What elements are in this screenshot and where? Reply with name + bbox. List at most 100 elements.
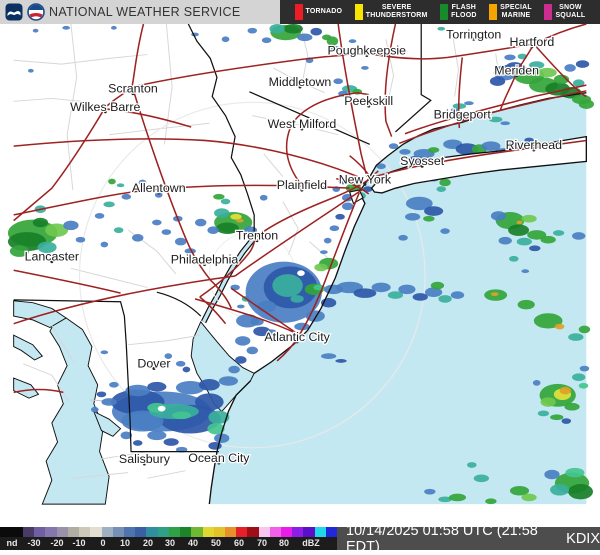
radar-echo [521,214,537,223]
legend-label: TORNADO [305,7,343,15]
city-dot [365,53,369,58]
radar-echo [216,222,239,234]
radar-echo [509,485,530,496]
radar-echo [516,237,532,246]
city-label-wilkes-barre: Wilkes Barre [70,100,140,114]
radar-echo [174,237,187,246]
upper-chesapeake [13,300,68,329]
radar-echo [27,68,34,73]
radar-echo [297,33,313,42]
radar-echo [218,376,238,386]
radar-echo [572,373,586,381]
radar-echo [96,391,107,398]
delaware-river [202,236,256,323]
radar-echo [161,229,172,235]
scale-segment [269,527,282,537]
header-bar: NATIONAL WEATHER SERVICE TORNADO SEVERE T… [0,0,600,24]
scale-segment [258,527,270,537]
radar-echo [561,418,572,424]
scale-segment [247,527,259,537]
radar-echo [228,365,240,374]
scale-tick: 60 [233,538,245,548]
radar-map-svg[interactable]: Scranton Wilkes Barre Poughkeepsie Torringt… [0,24,600,527]
city-label-ocean-city: Ocean City [188,451,250,465]
radar-echo [572,79,585,87]
radar-echo [220,198,231,205]
radar-echo [175,360,186,367]
radar-echo [208,410,230,424]
radar-echo [297,270,305,276]
radar-echo [387,291,404,299]
radar-echo [261,37,272,44]
scale-tick: 30 [164,538,176,548]
radar-echo [578,325,591,334]
scale-tick: -10 [72,538,86,548]
timestamp-bar: 10/14/2025 01:58 UTC (21:58 EDT) KDIX [337,523,600,555]
radar-echo [439,178,451,187]
radar-echo [498,236,512,245]
nws-logo-icon [27,3,45,21]
radar-echo [436,186,447,192]
highways [13,24,587,394]
radar-echo [113,227,124,234]
radar-echo [326,36,339,46]
range-ring-outer [78,101,426,449]
radar-echo [489,76,506,87]
radar-echo [120,431,133,440]
radar-echo [172,411,192,420]
city-label-poughkeepsie: Poughkeepsie [328,44,407,58]
city-label-torrington: Torrington [446,27,501,41]
radar-echo [195,393,224,411]
legend-swatch [354,4,363,20]
radar-echo [427,147,440,153]
city-label-layer: Scranton Wilkes Barre Poughkeepsie Torringt… [23,26,563,467]
radar-map[interactable]: Scranton Wilkes Barre Poughkeepsie Torringt… [0,24,600,527]
scale-tick: -20 [50,538,64,548]
radar-echo [437,26,446,31]
city-dot [131,92,135,96]
legend-item-flash: FLASH FLOOD [440,4,477,20]
radar-echo [579,365,590,372]
radar-echo [405,196,433,211]
radar-echo [430,281,445,290]
radar-echo [490,292,499,297]
warning-legend: TORNADO SEVERE THUNDERSTORM FLASH FLOOD SPE… [280,0,600,24]
radar-echo [572,232,586,240]
radar-echo [353,288,377,298]
legend-item-special: SPECIAL MARINE [489,4,532,20]
city-label-meriden: Meriden [494,64,539,78]
brand: NATIONAL WEATHER SERVICE [5,0,241,24]
scale-segment [157,527,169,537]
radar-echo [333,78,343,85]
scale-segment [191,527,203,537]
app-title: NATIONAL WEATHER SERVICE [49,5,241,19]
state-borders [13,24,432,453]
radar-echo [500,121,510,126]
scale-segment [34,527,46,537]
radar-echo [330,45,341,52]
radar-echo [412,293,428,301]
radar-echo [529,245,541,252]
radar-echo [399,149,411,155]
radar-echo [517,299,535,310]
radar-echo [121,410,164,432]
status-bar: nd -30 -20 -10 0 10 20 30 40 50 60 70 80 dBZ 10/14/20… [0,523,600,555]
city-label-salisbury: Salisbury [119,452,171,466]
radar-echo [272,274,303,297]
radar-echo [376,163,386,170]
city-dot [367,104,371,108]
city-label-dover: Dover [137,357,170,371]
radar-echo [310,27,322,36]
radar-echo [532,380,541,386]
radar-echo [154,191,163,198]
scale-tick: nd [6,538,18,548]
scale-segment [292,527,304,537]
scale-segment [112,527,124,537]
radar-echo [147,381,167,392]
radar-echo [62,25,70,30]
radar-echo [100,241,109,248]
radar-echo [32,28,39,33]
legend-label: SPECIAL MARINE [500,3,532,19]
scale-segment [90,527,102,537]
city-dot [298,85,302,89]
